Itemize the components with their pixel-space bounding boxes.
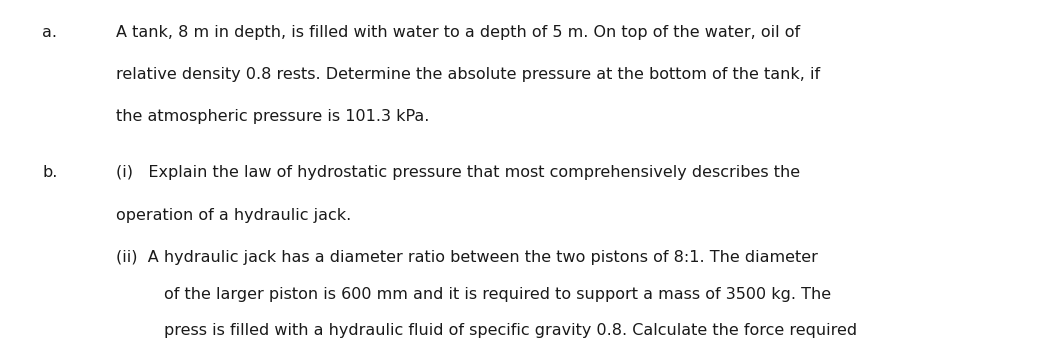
Text: of the larger piston is 600 mm and it is required to support a mass of 3500 kg. : of the larger piston is 600 mm and it is… bbox=[164, 287, 832, 302]
Text: a.: a. bbox=[42, 25, 57, 40]
Text: relative density 0.8 rests. Determine the absolute pressure at the bottom of the: relative density 0.8 rests. Determine th… bbox=[116, 67, 821, 82]
Text: (i)   Explain the law of hydrostatic pressure that most comprehensively describe: (i) Explain the law of hydrostatic press… bbox=[116, 165, 801, 181]
Text: the atmospheric pressure is 101.3 kPa.: the atmospheric pressure is 101.3 kPa. bbox=[116, 109, 430, 124]
Text: operation of a hydraulic jack.: operation of a hydraulic jack. bbox=[116, 208, 351, 223]
Text: press is filled with a hydraulic fluid of specific gravity 0.8. Calculate the fo: press is filled with a hydraulic fluid o… bbox=[164, 323, 857, 338]
Text: A tank, 8 m in depth, is filled with water to a depth of 5 m. On top of the wate: A tank, 8 m in depth, is filled with wat… bbox=[116, 25, 801, 40]
Text: (ii)  A hydraulic jack has a diameter ratio between the two pistons of 8:1. The : (ii) A hydraulic jack has a diameter rat… bbox=[116, 250, 818, 265]
Text: b.: b. bbox=[42, 165, 58, 181]
